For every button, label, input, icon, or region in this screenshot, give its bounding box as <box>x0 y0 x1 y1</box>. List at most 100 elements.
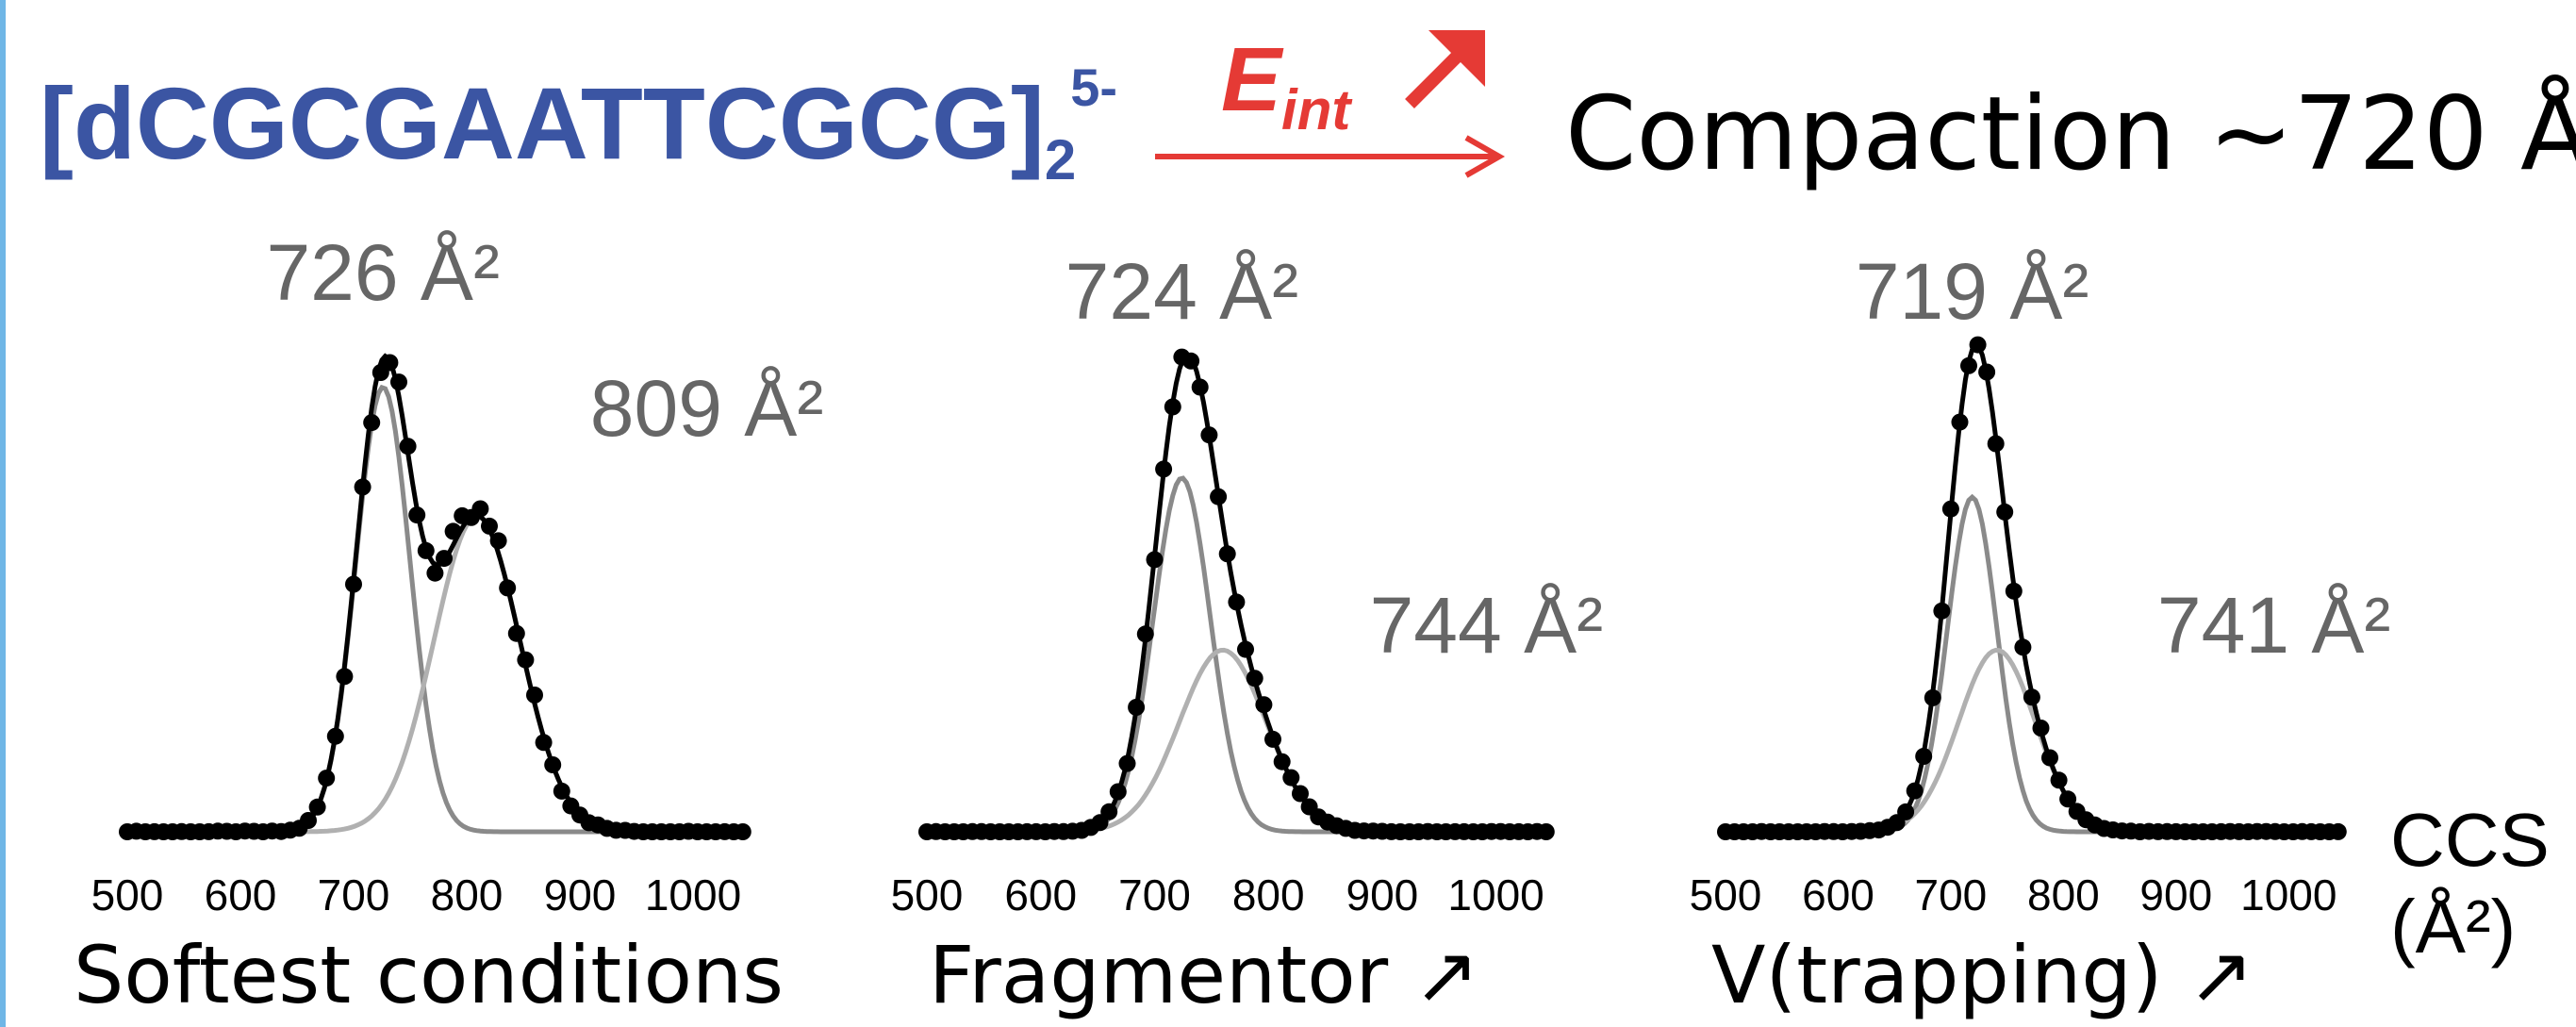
x-tick-label: 800 <box>2027 870 2100 919</box>
data-point <box>1273 753 1291 770</box>
data-point <box>1969 336 1987 354</box>
data-point <box>345 575 362 593</box>
data-point <box>499 579 517 597</box>
data-point <box>1282 769 1300 787</box>
data-point <box>1118 754 1136 772</box>
data-point <box>408 506 426 524</box>
data-point <box>1960 356 1977 374</box>
sequence-superscript: 5- <box>1070 58 1117 117</box>
x-tick-label: 900 <box>2139 870 2212 919</box>
data-point <box>390 373 407 391</box>
data-point <box>1255 696 1273 714</box>
eint-label: Eint <box>1221 28 1350 142</box>
data-point <box>2329 822 2347 840</box>
data-point <box>1537 823 1555 840</box>
x-tick-label: 700 <box>1118 870 1191 919</box>
peak-ccs-label: 724 Å² <box>1065 247 1299 336</box>
peak-ccs-label: 809 Å² <box>590 364 824 453</box>
reaction-arrow-head-icon <box>1464 135 1506 178</box>
data-point <box>517 651 535 669</box>
x-tick-label: 600 <box>1802 870 1874 919</box>
data-point <box>1228 593 1246 611</box>
data-point <box>444 522 462 540</box>
axis-title-line2: (Å²) <box>2390 885 2517 969</box>
data-point <box>1146 551 1164 569</box>
data-point <box>399 438 417 456</box>
data-point <box>489 532 507 550</box>
data-point <box>1191 378 1209 396</box>
peak-ccs-label: 741 Å² <box>2157 581 2391 670</box>
data-point <box>363 414 381 432</box>
data-point <box>507 624 525 642</box>
eint-main: E <box>1221 29 1282 130</box>
data-point <box>1246 670 1263 687</box>
data-point <box>1200 426 1218 444</box>
data-point <box>1996 503 2014 521</box>
data-point <box>1906 782 1924 800</box>
data-point <box>1264 730 1281 748</box>
peak-ccs-label: 744 Å² <box>1370 581 1604 670</box>
data-point <box>2005 582 2023 600</box>
x-tick-label: 600 <box>1004 870 1077 919</box>
peak-ccs-label: 726 Å² <box>266 228 500 317</box>
data-point <box>1100 803 1118 820</box>
data-point <box>2050 771 2068 789</box>
data-point <box>1164 398 1181 416</box>
data-point <box>1933 602 1951 620</box>
arrow-icon <box>1155 30 1506 178</box>
data-point <box>535 734 553 752</box>
data-point <box>1915 748 1933 765</box>
data-point <box>734 823 751 840</box>
fit-component-curve <box>927 647 1552 835</box>
data-point <box>1210 488 1228 505</box>
data-point <box>300 812 317 829</box>
x-tick-label: 900 <box>544 870 617 919</box>
x-tick-label: 800 <box>431 870 504 919</box>
x-tick-label: 700 <box>1915 870 1988 919</box>
data-point <box>1897 803 1915 820</box>
data-point <box>1987 435 2005 453</box>
data-point <box>318 770 336 787</box>
data-point <box>481 517 498 535</box>
data-point <box>526 687 543 704</box>
increase-arrow-head-icon <box>1428 30 1485 87</box>
slide-header: [dCGCGAATTCGCG]2 5- Eint Compaction ~720 … <box>0 0 2576 217</box>
data-point <box>2059 790 2077 808</box>
axis-title: CCS (Å²) <box>2390 797 2550 970</box>
x-tick-label: 1000 <box>1447 870 1544 919</box>
x-tick-label: 500 <box>1690 870 1762 919</box>
condition-label-fragmentor: Fragmentor ↗ <box>929 929 1480 1021</box>
data-point <box>544 756 562 773</box>
fit-component-curve <box>1726 647 2344 835</box>
data-point <box>336 668 354 686</box>
sequence-text: [dCGCGAATTCGCG] <box>40 66 1045 180</box>
peak-ccs-label: 719 Å² <box>1856 247 2089 336</box>
data-point <box>1182 352 1200 370</box>
data-point <box>1218 545 1236 563</box>
data-point <box>381 354 399 372</box>
dna-sequence-label: [dCGCGAATTCGCG]2 5- <box>40 57 1117 192</box>
data-point <box>1951 413 1969 431</box>
data-point <box>1941 500 1959 518</box>
x-tick-label: 1000 <box>2240 870 2337 919</box>
condition-label-softest: Softest conditions <box>74 929 784 1021</box>
data-point <box>1128 699 1146 716</box>
x-tick-label: 900 <box>1346 870 1419 919</box>
data-point <box>436 550 453 568</box>
data-point <box>417 541 435 559</box>
data-point <box>2023 688 2040 706</box>
data-point <box>471 500 489 518</box>
x-tick-label: 700 <box>318 870 390 919</box>
data-point <box>2032 720 2050 737</box>
data-point <box>1237 640 1254 658</box>
data-point <box>326 727 344 745</box>
data-point <box>1155 460 1173 478</box>
compaction-result: Compaction ~720 Å² <box>1565 75 2576 193</box>
data-point <box>2041 749 2058 767</box>
x-tick-label: 500 <box>891 870 964 919</box>
data-point <box>1978 363 1996 381</box>
fit-component-curve <box>127 384 749 835</box>
data-point <box>308 798 326 816</box>
data-point <box>426 564 444 582</box>
